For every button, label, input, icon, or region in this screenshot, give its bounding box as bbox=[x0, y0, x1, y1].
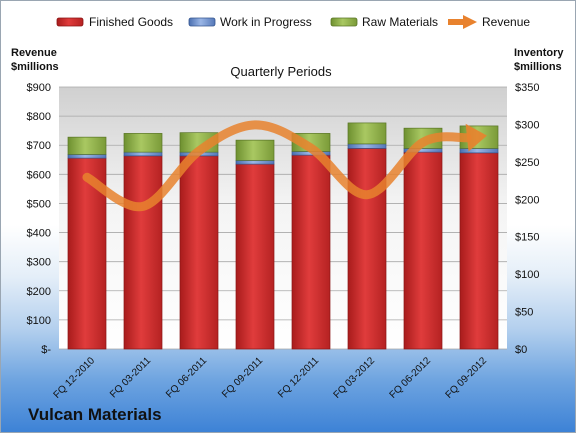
left-axis-label-line2: $millions bbox=[11, 61, 59, 73]
right-axis-ticks: $0 $50 $100 $150 $200 $250 $300 $350 bbox=[515, 82, 539, 356]
legend-label-finished-goods: Finished Goods bbox=[89, 15, 173, 29]
bars bbox=[67, 122, 499, 350]
bar-finished-goods-4 bbox=[235, 163, 275, 350]
bar-work-in-progress-8 bbox=[459, 148, 499, 154]
x-tick-label: FQ 03-2012 bbox=[332, 355, 378, 401]
right-tick-label: $100 bbox=[515, 269, 539, 281]
bar-raw-materials-2 bbox=[123, 133, 163, 153]
bar-finished-goods-6 bbox=[347, 148, 387, 350]
bar-raw-materials-4 bbox=[235, 139, 275, 161]
legend-label-revenue: Revenue bbox=[482, 15, 530, 29]
bar-work-in-progress-2 bbox=[123, 151, 163, 157]
right-tick-label: $250 bbox=[515, 157, 539, 169]
right-tick-label: $0 bbox=[515, 344, 527, 356]
legend-label-work-in-progress: Work in Progress bbox=[220, 15, 312, 29]
bar-finished-goods-7 bbox=[403, 151, 443, 350]
left-axis-ticks: $- $100 $200 $300 $400 $500 $600 $700 $800 $900 bbox=[27, 82, 52, 356]
left-tick-label: $900 bbox=[27, 82, 51, 94]
legend-item-raw-materials: Raw Materials bbox=[330, 15, 438, 29]
x-tick-label: FQ 06-2012 bbox=[388, 355, 434, 401]
left-tick-label: $600 bbox=[27, 169, 51, 181]
legend: Finished Goods Work in Progress Raw Mate… bbox=[56, 15, 530, 29]
right-tick-label: $150 bbox=[515, 232, 539, 244]
bar-finished-goods-5 bbox=[291, 154, 331, 350]
left-tick-label: $800 bbox=[27, 111, 51, 123]
legend-item-work-in-progress: Work in Progress bbox=[188, 15, 312, 29]
x-tick-label: FQ 09-2011 bbox=[220, 355, 265, 400]
left-tick-label: $- bbox=[41, 344, 51, 356]
revenue-arrowhead bbox=[465, 123, 487, 152]
left-tick-label: $700 bbox=[27, 140, 51, 152]
x-tick-label: FQ 03-2011 bbox=[108, 355, 153, 400]
legend-swatch-raw-materials bbox=[330, 17, 358, 27]
left-tick-label: $300 bbox=[27, 257, 51, 269]
x-tick-label: FQ 06-2011 bbox=[164, 355, 209, 400]
x-tick-label: FQ 12-2011 bbox=[276, 355, 321, 400]
left-tick-label: $500 bbox=[27, 198, 51, 210]
legend-arrowhead-revenue bbox=[463, 15, 477, 29]
bar-finished-goods-2 bbox=[123, 155, 163, 350]
x-tick-label: FQ 09-2012 bbox=[444, 355, 490, 401]
right-axis-label-line1: Inventory bbox=[514, 47, 564, 59]
right-tick-label: $200 bbox=[515, 194, 539, 206]
bar-raw-materials-6 bbox=[347, 122, 387, 145]
bar-work-in-progress-1 bbox=[67, 154, 107, 159]
bar-work-in-progress-6 bbox=[347, 143, 387, 149]
bar-finished-goods-3 bbox=[179, 155, 219, 350]
bar-finished-goods-8 bbox=[459, 152, 499, 350]
x-axis-ticks: FQ 12-2010 FQ 03-2011 FQ 06-2011 FQ 09-2011… bbox=[52, 355, 490, 401]
right-tick-label: $350 bbox=[515, 82, 539, 94]
revenue-line bbox=[82, 120, 472, 212]
right-axis-label-line2: $millions bbox=[514, 61, 562, 73]
legend-item-revenue: Revenue bbox=[448, 15, 530, 29]
revenue-line-layer bbox=[82, 120, 487, 212]
right-tick-label: $300 bbox=[515, 119, 539, 131]
bar-raw-materials-1 bbox=[67, 136, 107, 155]
right-tick-label: $50 bbox=[515, 307, 533, 319]
left-tick-label: $200 bbox=[27, 286, 51, 298]
left-tick-label: $400 bbox=[27, 228, 51, 240]
bar-work-in-progress-4 bbox=[235, 160, 275, 165]
left-tick-label: $100 bbox=[27, 315, 51, 327]
left-axis-label-line1: Revenue bbox=[11, 47, 57, 59]
legend-item-finished-goods: Finished Goods bbox=[56, 15, 173, 29]
x-tick-label: FQ 12-2010 bbox=[52, 355, 98, 401]
company-name: Vulcan Materials bbox=[28, 405, 162, 424]
legend-swatch-finished-goods bbox=[56, 17, 84, 27]
chart-title: Quarterly Periods bbox=[230, 64, 332, 79]
legend-swatch-work-in-progress bbox=[188, 17, 216, 27]
legend-label-raw-materials: Raw Materials bbox=[362, 15, 438, 29]
